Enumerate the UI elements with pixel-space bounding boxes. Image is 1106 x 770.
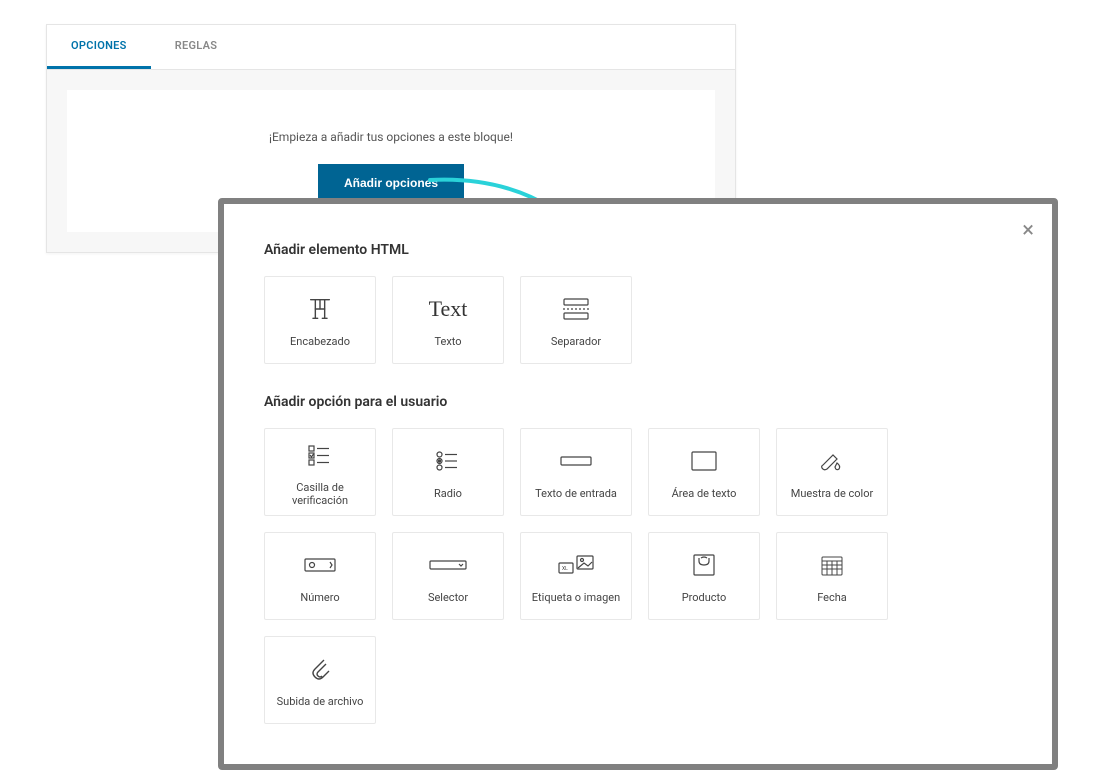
color-swatch-icon	[819, 443, 845, 479]
card-label: Casilla de verificación	[269, 481, 371, 507]
card-label: Fecha	[817, 591, 847, 604]
card-text[interactable]: Text Texto	[392, 276, 504, 364]
date-icon	[820, 547, 844, 583]
card-label: Radio	[434, 487, 462, 500]
text-icon: Text	[429, 291, 468, 327]
add-element-modal: × Añadir elemento HTML Encabezado Text T…	[218, 198, 1058, 770]
card-separator[interactable]: Separador	[520, 276, 632, 364]
card-file-upload[interactable]: Subida de archivo	[264, 636, 376, 724]
selector-icon	[428, 547, 468, 583]
card-input-text[interactable]: Texto de entrada	[520, 428, 632, 516]
user-section-title: Añadir opción para el usuario	[264, 394, 1012, 410]
empty-state-message: ¡Empieza a añadir tus opciones a este bl…	[87, 130, 695, 144]
card-label: Número	[300, 591, 339, 604]
card-color[interactable]: Muestra de color	[776, 428, 888, 516]
heading-icon	[306, 291, 334, 327]
card-label: Producto	[682, 591, 727, 604]
card-checkbox[interactable]: Casilla de verificación	[264, 428, 376, 516]
card-label: Encabezado	[290, 335, 350, 348]
html-section-title: Añadir elemento HTML	[264, 242, 1012, 258]
user-options-grid: Casilla de verificación Radio Texto de e…	[264, 428, 1012, 724]
html-elements-grid: Encabezado Text Texto Separador	[264, 276, 1012, 364]
card-label-image[interactable]: XL Etiqueta o imagen	[520, 532, 632, 620]
close-icon[interactable]: ×	[1022, 220, 1034, 242]
add-options-button[interactable]: Añadir opciones	[318, 164, 464, 202]
card-label: Texto de entrada	[535, 487, 617, 500]
card-selector[interactable]: Selector	[392, 532, 504, 620]
card-label: Muestra de color	[791, 487, 873, 500]
card-date[interactable]: Fecha	[776, 532, 888, 620]
card-label: Separador	[551, 335, 601, 348]
card-label: Subida de archivo	[277, 695, 364, 708]
checkbox-icon	[307, 437, 333, 473]
card-textarea[interactable]: Área de texto	[648, 428, 760, 516]
file-upload-icon	[308, 651, 332, 687]
card-label: Texto	[434, 335, 461, 348]
radio-icon	[435, 443, 461, 479]
card-product[interactable]: Producto	[648, 532, 760, 620]
textarea-icon	[690, 443, 718, 479]
tabs: OPCIONES REGLAS	[47, 25, 735, 70]
product-icon	[691, 547, 717, 583]
separator-icon	[561, 291, 591, 327]
card-label: Área de texto	[672, 487, 737, 500]
tab-rules[interactable]: REGLAS	[151, 25, 242, 69]
card-number[interactable]: Número	[264, 532, 376, 620]
card-heading[interactable]: Encabezado	[264, 276, 376, 364]
card-label: Selector	[428, 591, 468, 604]
card-radio[interactable]: Radio	[392, 428, 504, 516]
label-image-icon: XL	[557, 547, 595, 583]
number-icon	[303, 547, 337, 583]
svg-text:XL: XL	[562, 566, 568, 572]
tab-options[interactable]: OPCIONES	[47, 25, 151, 69]
input-text-icon	[559, 443, 593, 479]
card-label: Etiqueta o imagen	[532, 591, 620, 604]
